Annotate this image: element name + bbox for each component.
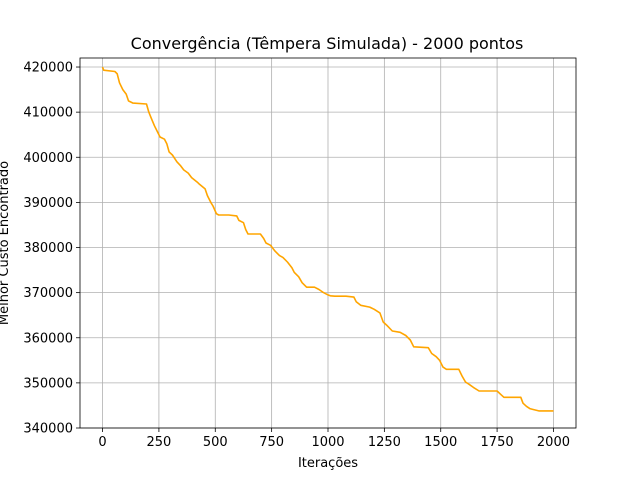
x-tick-label: 1750 bbox=[481, 435, 514, 450]
series-line bbox=[101, 66, 554, 412]
x-tick-label: 0 bbox=[98, 435, 106, 450]
x-tick-label: 750 bbox=[259, 435, 284, 450]
y-tick-label: 350000 bbox=[23, 376, 73, 391]
x-tick-label: 500 bbox=[203, 435, 228, 450]
y-tick-label: 420000 bbox=[23, 61, 73, 76]
x-axis: 0 250 500 750 1000 1250 1500 1750 2000 bbox=[98, 428, 570, 450]
y-axis-label: Melhor Custo Encontrado bbox=[0, 161, 12, 325]
chart-title: Convergência (Têmpera Simulada) - 2000 p… bbox=[131, 34, 524, 53]
y-tick-label: 360000 bbox=[23, 331, 73, 346]
x-tick-label: 1000 bbox=[311, 435, 344, 450]
y-tick-label: 370000 bbox=[23, 286, 73, 301]
plot-frame bbox=[79, 57, 577, 429]
y-tick-label: 390000 bbox=[23, 196, 73, 211]
x-tick-label: 1250 bbox=[368, 435, 401, 450]
y-tick-label: 410000 bbox=[23, 106, 73, 121]
grid-lines bbox=[80, 58, 576, 429]
y-tick-label: 380000 bbox=[23, 241, 73, 256]
y-tick-label: 400000 bbox=[23, 151, 73, 166]
plot-lines bbox=[101, 66, 554, 412]
x-tick-label: 250 bbox=[146, 435, 171, 450]
x-tick-label: 1500 bbox=[424, 435, 457, 450]
y-tick-label: 340000 bbox=[23, 422, 73, 437]
y-axis: 340000 350000 360000 370000 380000 390000 4000… bbox=[23, 61, 80, 437]
x-tick-label: 2000 bbox=[537, 435, 570, 450]
x-axis-label: Iterações bbox=[298, 456, 358, 471]
